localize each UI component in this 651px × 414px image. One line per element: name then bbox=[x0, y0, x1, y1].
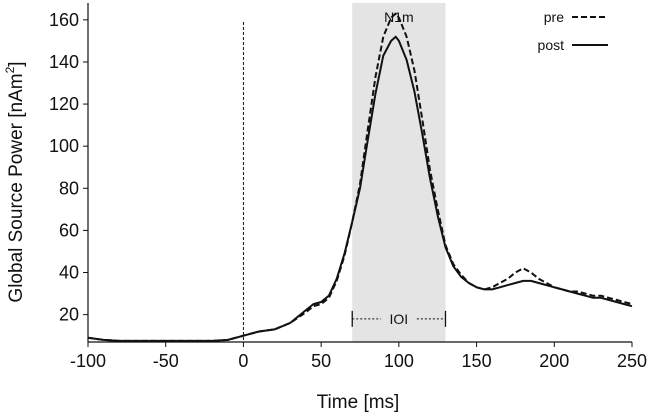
x-tick-label: -100 bbox=[70, 351, 106, 371]
y-tick-labels: 20 40 60 80 100 120 140 160 bbox=[49, 10, 79, 325]
x-tick-labels: -100 -50 0 50 100 150 200 250 bbox=[70, 351, 647, 371]
x-tick-label: 250 bbox=[617, 351, 647, 371]
y-tick-label: 140 bbox=[49, 52, 79, 72]
y-tick-label: 60 bbox=[59, 220, 79, 240]
x-tick-label: 50 bbox=[311, 351, 331, 371]
x-tick-label: 200 bbox=[539, 351, 569, 371]
x-axis-title: Time [ms] bbox=[317, 392, 400, 413]
x-tick-label: 100 bbox=[384, 351, 414, 371]
y-tick-label: 120 bbox=[49, 94, 79, 114]
y-tick-label: 20 bbox=[59, 305, 79, 325]
series-lines bbox=[87, 12, 633, 342]
y-axis-title-main: Global Source Power [nAm bbox=[6, 73, 27, 302]
tick-marks bbox=[83, 19, 633, 347]
y-tick-label: 80 bbox=[59, 178, 79, 198]
y-axis-title-end: ] bbox=[6, 61, 27, 66]
x-tick-label: -50 bbox=[153, 351, 179, 371]
legend: pre post bbox=[538, 9, 608, 53]
shaded-region bbox=[352, 3, 446, 342]
series-line-post bbox=[87, 35, 633, 342]
legend-label-post: post bbox=[538, 37, 565, 53]
y-axis-title-superscript: 2 bbox=[3, 66, 17, 73]
y-tick-label: 40 bbox=[59, 263, 79, 283]
x-tick-label: 150 bbox=[462, 351, 492, 371]
y-axis-title: Global Source Power [nAm2] bbox=[3, 61, 27, 302]
ioi-annotation: IOI bbox=[351, 310, 447, 327]
y-tick-label: 160 bbox=[49, 10, 79, 30]
y-tick-label: 100 bbox=[49, 136, 79, 156]
shaded-region-label: N1m bbox=[384, 9, 414, 25]
ioi-label: IOI bbox=[390, 311, 409, 327]
legend-label-pre: pre bbox=[544, 9, 564, 25]
x-tick-label: 0 bbox=[238, 351, 248, 371]
